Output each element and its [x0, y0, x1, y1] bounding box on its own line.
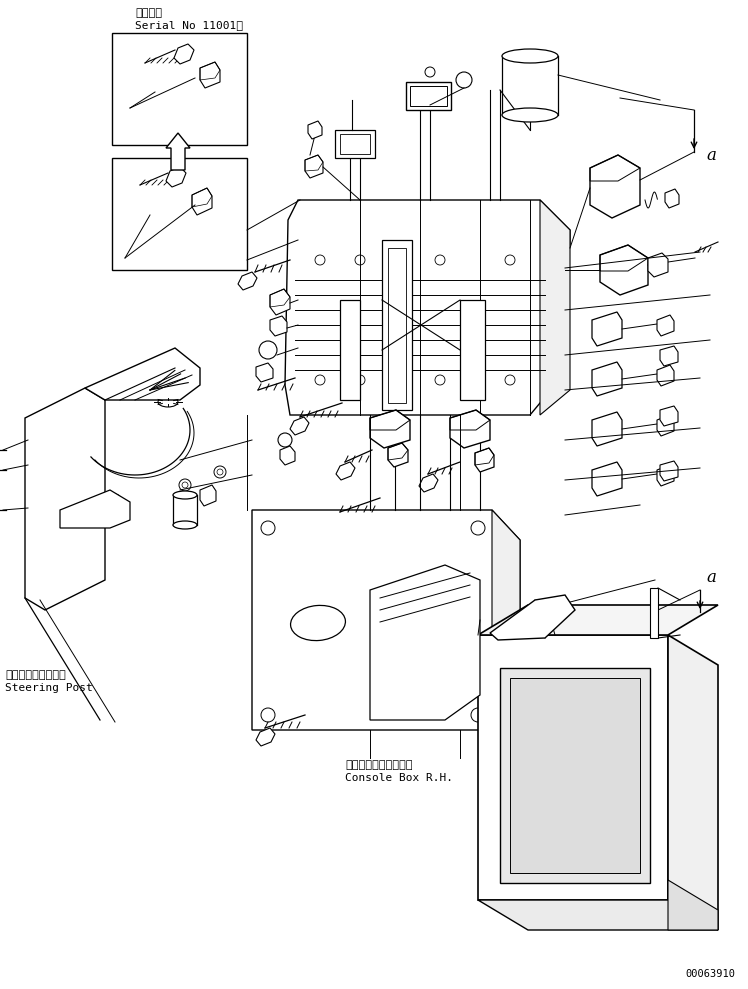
Polygon shape	[660, 461, 678, 481]
Polygon shape	[200, 62, 220, 88]
Polygon shape	[256, 363, 273, 382]
Polygon shape	[657, 465, 674, 486]
Bar	[112, 33, 247, 145]
Polygon shape	[592, 462, 622, 496]
Ellipse shape	[173, 491, 197, 499]
Polygon shape	[665, 189, 679, 208]
Polygon shape	[192, 188, 212, 215]
Bar	[650, 588, 658, 638]
Polygon shape	[270, 316, 287, 336]
Ellipse shape	[158, 397, 178, 407]
Text: ステアリングポスト: ステアリングポスト	[5, 670, 66, 680]
Polygon shape	[280, 446, 295, 465]
Polygon shape	[478, 605, 718, 635]
Polygon shape	[668, 880, 718, 930]
Bar	[500, 668, 650, 883]
Polygon shape	[592, 362, 622, 396]
Polygon shape	[238, 272, 257, 290]
Ellipse shape	[502, 49, 558, 63]
Polygon shape	[305, 155, 323, 178]
Polygon shape	[478, 635, 668, 900]
Polygon shape	[166, 167, 186, 187]
Bar	[382, 240, 412, 410]
Polygon shape	[85, 348, 200, 400]
Bar	[406, 82, 451, 110]
Ellipse shape	[502, 108, 558, 122]
Bar	[112, 158, 247, 270]
Polygon shape	[60, 490, 130, 528]
Polygon shape	[657, 415, 674, 436]
Text: a: a	[706, 570, 716, 586]
Polygon shape	[290, 417, 309, 435]
Ellipse shape	[290, 605, 346, 641]
Polygon shape	[657, 365, 674, 386]
Ellipse shape	[173, 521, 197, 529]
Bar	[510, 678, 640, 873]
Polygon shape	[648, 253, 668, 277]
Polygon shape	[25, 388, 105, 610]
Polygon shape	[270, 289, 290, 315]
Polygon shape	[668, 635, 718, 930]
Polygon shape	[490, 595, 575, 640]
Polygon shape	[450, 410, 490, 448]
Polygon shape	[174, 44, 194, 64]
Bar	[335, 130, 375, 158]
Text: 00063910: 00063910	[685, 969, 735, 979]
Polygon shape	[492, 510, 520, 730]
Polygon shape	[370, 565, 480, 720]
Bar	[340, 300, 360, 400]
Polygon shape	[200, 485, 216, 506]
Polygon shape	[256, 728, 275, 746]
Polygon shape	[370, 410, 410, 448]
Bar	[460, 300, 485, 400]
Polygon shape	[657, 315, 674, 336]
Text: Console Box R.H.: Console Box R.H.	[345, 773, 453, 783]
Text: コンソールボックス右: コンソールボックス右	[345, 760, 412, 770]
Polygon shape	[308, 121, 322, 139]
Polygon shape	[166, 133, 190, 170]
Polygon shape	[478, 900, 718, 930]
Polygon shape	[388, 443, 408, 467]
Text: Steering Post: Steering Post	[5, 683, 93, 693]
Bar	[388, 248, 406, 403]
Polygon shape	[285, 200, 570, 415]
Polygon shape	[600, 245, 648, 295]
Polygon shape	[252, 510, 520, 730]
Polygon shape	[336, 462, 355, 480]
Polygon shape	[592, 312, 622, 346]
Polygon shape	[590, 155, 640, 218]
Polygon shape	[475, 448, 494, 472]
Text: a: a	[706, 146, 716, 163]
Polygon shape	[540, 200, 570, 415]
Bar	[340, 134, 370, 154]
Polygon shape	[660, 406, 678, 426]
Polygon shape	[419, 474, 438, 492]
Text: 適用号機: 適用号機	[135, 8, 162, 18]
Polygon shape	[592, 412, 622, 446]
Bar	[410, 86, 447, 106]
Polygon shape	[660, 346, 678, 366]
Text: Serial No 11001～: Serial No 11001～	[135, 20, 243, 30]
